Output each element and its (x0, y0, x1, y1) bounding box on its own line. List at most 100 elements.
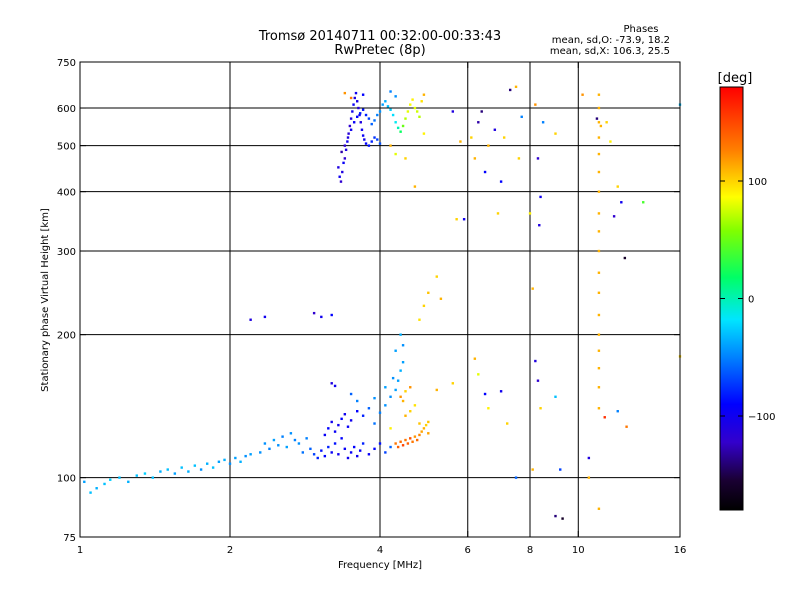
data-point (143, 472, 147, 475)
data-point (234, 456, 237, 460)
data-point (616, 410, 619, 413)
data-point (381, 103, 384, 106)
data-point (406, 110, 410, 113)
data-point (409, 103, 412, 106)
data-point (597, 190, 601, 193)
data-point (541, 121, 545, 124)
data-point (346, 425, 350, 428)
data-point (399, 333, 402, 336)
data-point (333, 442, 337, 445)
data-point (376, 113, 379, 117)
data-point (363, 138, 366, 141)
data-point (502, 136, 506, 139)
y-tick-label: 400 (57, 188, 76, 199)
data-point (422, 132, 426, 135)
x-tick-label: 16 (674, 545, 687, 556)
data-point (346, 456, 350, 460)
data-point (399, 369, 402, 372)
data-point (559, 468, 562, 471)
data-point (281, 435, 284, 438)
data-point (277, 444, 280, 447)
data-point (420, 100, 423, 103)
data-point (272, 438, 276, 442)
x-axis-label: Frequency [MHz] (338, 560, 422, 571)
stats-line-o: mean, sd,O: -73.9, 18.2 (552, 35, 670, 46)
data-point (151, 476, 155, 479)
data-point (370, 140, 373, 143)
data-point (361, 93, 365, 96)
colorbar-tick-label: 100 (748, 177, 767, 188)
data-point (427, 291, 430, 295)
data-point (473, 357, 477, 360)
data-point (413, 404, 417, 407)
data-point (312, 311, 316, 315)
data-point (378, 142, 382, 145)
data-point (320, 449, 323, 452)
data-point (605, 121, 608, 124)
data-point (597, 333, 601, 336)
data-point (597, 407, 601, 410)
data-point (367, 407, 371, 410)
data-point (401, 399, 405, 403)
y-tick-label: 500 (57, 142, 76, 153)
data-point (135, 474, 138, 477)
data-point (603, 416, 606, 419)
data-point (597, 349, 601, 352)
data-point (391, 113, 395, 117)
data-point (483, 392, 487, 396)
data-point (349, 392, 353, 396)
data-point (330, 313, 333, 317)
data-point (422, 427, 426, 430)
data-point (348, 124, 352, 128)
data-point (337, 423, 340, 427)
data-point (597, 291, 601, 295)
data-point (399, 440, 402, 443)
data-point (514, 476, 518, 479)
data-point (297, 442, 301, 445)
data-point (323, 433, 327, 437)
data-point (358, 112, 362, 115)
data-point (597, 106, 601, 110)
data-point (597, 230, 601, 233)
chart-subtitle: RwPretec (8p) (334, 43, 425, 58)
data-point (401, 344, 405, 347)
data-point (389, 144, 392, 147)
x-tick-label: 8 (527, 545, 533, 556)
data-point (349, 128, 353, 131)
data-point (427, 432, 430, 435)
data-point (394, 388, 397, 392)
data-point (394, 349, 397, 352)
data-point (330, 382, 333, 385)
data-point (361, 108, 365, 111)
data-point (409, 437, 412, 440)
data-point (360, 128, 364, 131)
data-point (554, 395, 557, 398)
y-tick-label: 100 (57, 474, 76, 485)
data-point (422, 304, 426, 308)
data-point (404, 438, 407, 442)
data-point (364, 113, 368, 117)
data-point (480, 110, 483, 113)
y-tick-label: 200 (57, 331, 76, 342)
data-point (413, 435, 417, 438)
data-point (389, 427, 392, 430)
data-point (340, 417, 343, 421)
data-point (337, 166, 340, 169)
data-point (528, 212, 532, 215)
data-point (346, 140, 349, 143)
data-point (477, 373, 480, 376)
data-point (597, 93, 601, 96)
data-point (508, 88, 512, 92)
data-point (517, 157, 521, 160)
data-point (343, 144, 347, 147)
data-point (378, 110, 382, 113)
data-point (435, 388, 438, 392)
data-point (333, 384, 337, 388)
data-point (587, 456, 591, 460)
data-point (415, 438, 419, 442)
data-point (378, 411, 382, 414)
data-point (439, 297, 443, 300)
data-point (349, 419, 353, 422)
data-point (239, 460, 242, 463)
data-point (389, 108, 392, 111)
